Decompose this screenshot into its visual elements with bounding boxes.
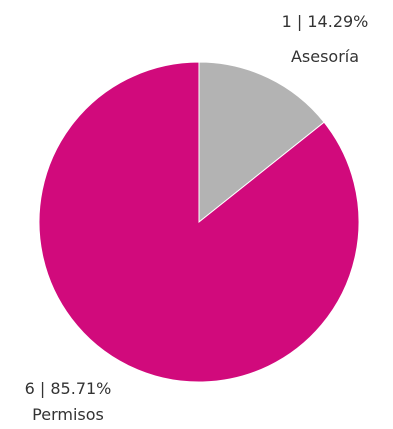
- slice-value-label-permisos: 6 | 85.71%: [25, 379, 112, 398]
- slice-category-label-permisos: Permisos: [32, 405, 104, 424]
- pie-slice-asesoria[interactable]: [198, 61, 325, 224]
- slice-value-label-asesoria: 1 | 14.29%: [282, 12, 369, 31]
- pie-slice-permisos[interactable]: [38, 61, 360, 383]
- pie-slices: [38, 61, 360, 383]
- slice-category-label-asesoria: Asesoría: [291, 47, 359, 66]
